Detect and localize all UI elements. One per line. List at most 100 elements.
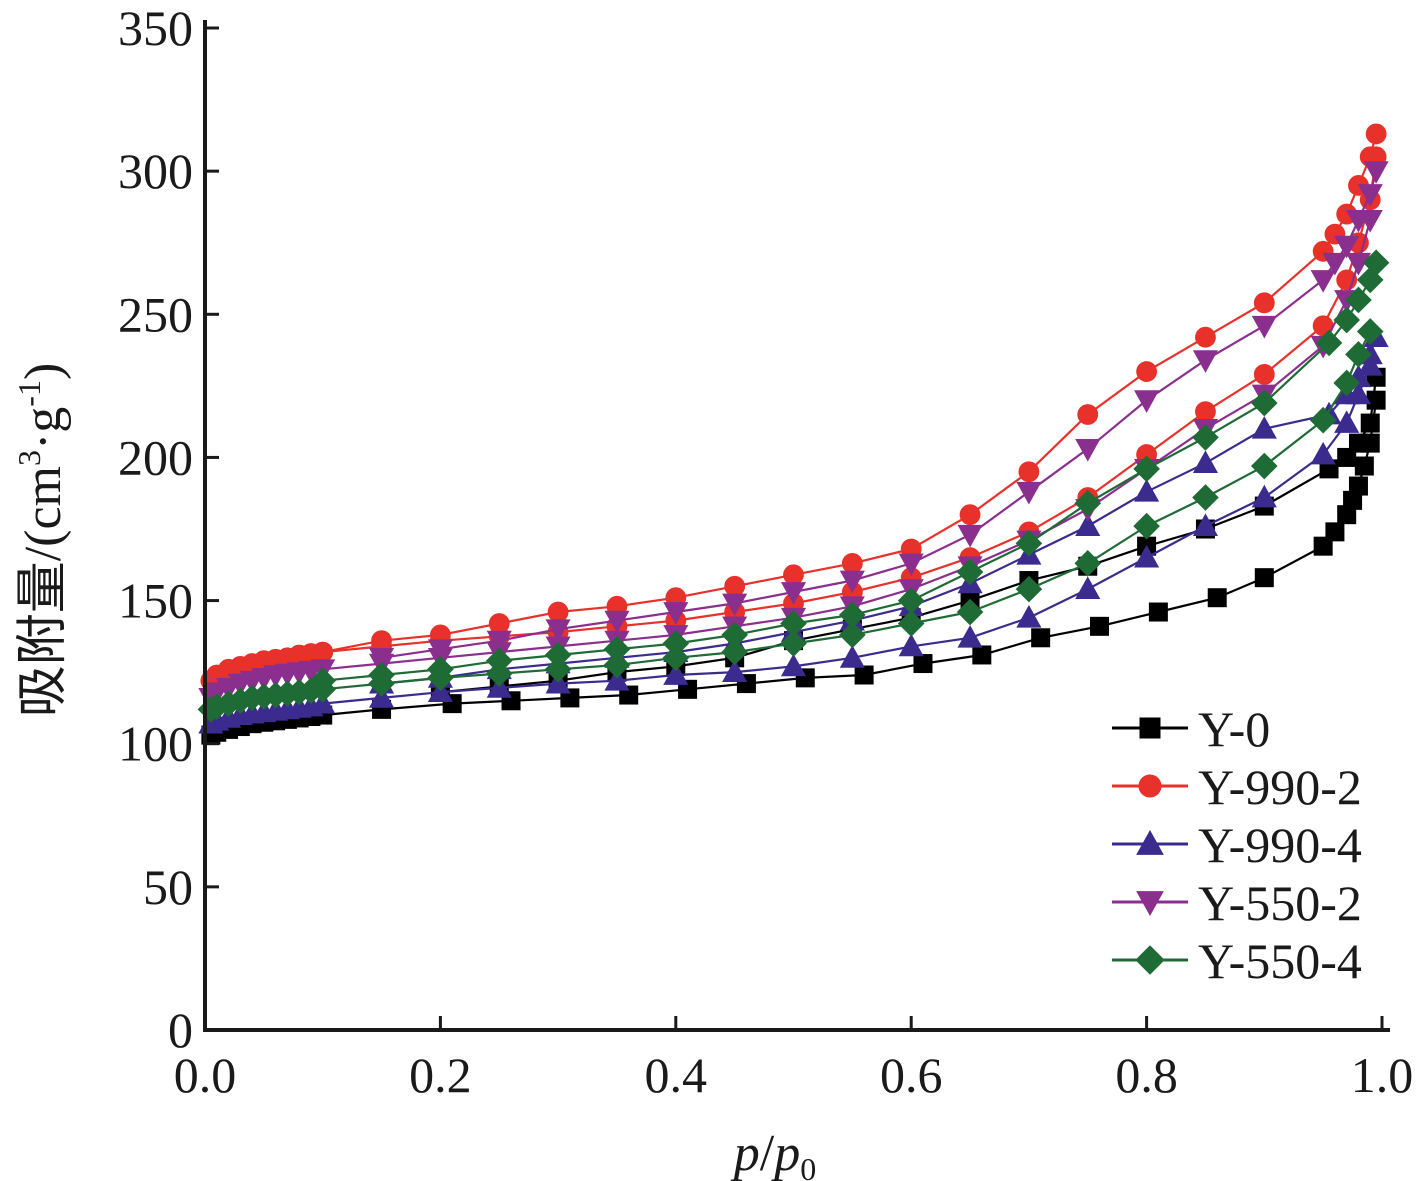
- data-point: [1345, 209, 1372, 233]
- data-point: [1133, 512, 1160, 540]
- y-axis-title-sup2: -1: [11, 380, 47, 407]
- x-axis-title-main: p: [730, 1125, 760, 1181]
- y-axis-title-b: ·g: [15, 407, 72, 450]
- data-point: [1354, 456, 1374, 476]
- data-point: [1148, 602, 1168, 622]
- data-point: [1322, 252, 1348, 276]
- data-point: [780, 582, 807, 605]
- data-point: [724, 575, 746, 597]
- data-point: [1251, 484, 1277, 508]
- data-point: [956, 598, 984, 626]
- data-point: [1325, 522, 1345, 542]
- data-point: [1315, 329, 1343, 357]
- data-point: [1207, 588, 1227, 608]
- legend-marker: [1136, 891, 1164, 917]
- y-tick-label: 250: [118, 286, 193, 342]
- data-point: [1333, 306, 1360, 334]
- data-point: [841, 552, 863, 574]
- data-point: [1337, 447, 1357, 467]
- data-point: [1356, 318, 1384, 345]
- data-point: [1192, 424, 1219, 451]
- data-point: [1345, 286, 1372, 314]
- legend-marker: [1135, 945, 1165, 975]
- data-point: [1134, 544, 1160, 568]
- legend-marker: [1136, 829, 1164, 855]
- data-point: [1357, 184, 1383, 207]
- data-point: [1356, 266, 1384, 294]
- data-point: [427, 639, 453, 662]
- data-point: [604, 610, 630, 634]
- data-point: [780, 630, 807, 657]
- legend-item: Y-990-2: [1112, 759, 1362, 815]
- data-point: [663, 662, 689, 685]
- x-axis-title: p/p0: [730, 1125, 816, 1181]
- data-point: [1348, 433, 1368, 453]
- data-point: [1254, 568, 1274, 588]
- data-point: [1192, 450, 1218, 474]
- data-point: [486, 630, 512, 654]
- data-point: [897, 610, 925, 637]
- data-point: [972, 645, 992, 665]
- y-tick-label: 150: [118, 573, 193, 629]
- data-point: [780, 653, 807, 677]
- data-point: [721, 638, 748, 666]
- data-point: [312, 641, 334, 663]
- data-point: [957, 625, 983, 648]
- legend-marker: [1138, 774, 1162, 798]
- data-point: [1075, 513, 1101, 536]
- legend-marker: [1139, 717, 1161, 739]
- legend-label: Y-990-4: [1198, 817, 1362, 873]
- data-point: [1192, 350, 1218, 373]
- data-point: [1251, 416, 1277, 439]
- x-tick-label: 0.4: [645, 1047, 708, 1103]
- data-point: [309, 667, 337, 695]
- data-point: [1345, 341, 1372, 368]
- data-point: [1313, 536, 1333, 556]
- data-point: [1195, 326, 1216, 348]
- data-point: [1090, 616, 1110, 636]
- data-point: [721, 621, 748, 649]
- data-point: [959, 504, 981, 526]
- data-point: [1134, 390, 1160, 413]
- data-point: [898, 553, 924, 577]
- x-axis-title-sub-base: p: [770, 1125, 800, 1181]
- data-point: [839, 570, 865, 594]
- data-point: [603, 635, 631, 663]
- legend: Y-0Y-990-2Y-990-4Y-550-2Y-550-4: [1112, 701, 1362, 989]
- y-axis-title-c: ): [15, 363, 72, 380]
- data-point: [427, 655, 454, 683]
- data-point: [545, 619, 571, 642]
- data-point: [544, 655, 572, 683]
- data-point: [956, 558, 984, 586]
- data-point: [369, 647, 395, 671]
- data-point: [1334, 235, 1360, 259]
- plot-area: [197, 123, 1390, 745]
- data-point: [1192, 484, 1219, 511]
- data-point: [897, 587, 925, 614]
- legend-label: Y-0: [1198, 701, 1270, 757]
- y-tick-label: 300: [118, 143, 193, 199]
- data-point: [722, 659, 748, 683]
- y-tick-label: 0: [168, 1002, 193, 1058]
- y-tick-label: 50: [143, 859, 193, 915]
- data-point: [1360, 413, 1380, 433]
- data-point: [1250, 452, 1278, 480]
- data-point: [1136, 361, 1157, 382]
- legend-item: Y-550-2: [1112, 875, 1362, 931]
- y-tick-label: 200: [118, 429, 193, 485]
- data-point: [1253, 364, 1275, 385]
- data-point: [1074, 550, 1102, 577]
- data-point: [1077, 404, 1099, 425]
- data-point: [1251, 315, 1277, 339]
- data-point: [485, 647, 513, 674]
- data-point: [1015, 530, 1043, 557]
- data-point: [1133, 455, 1160, 483]
- data-point: [544, 641, 572, 669]
- y-axis-title-a: 吸附量/(cm: [15, 466, 72, 717]
- data-point: [1075, 576, 1101, 599]
- x-tick-label: 0.2: [409, 1047, 472, 1103]
- data-point: [1334, 410, 1360, 433]
- data-point: [839, 645, 865, 668]
- y-tick-group: 0 50 100 150 200 250 300 350: [118, 0, 219, 1058]
- series-line-desorption: [322, 262, 1378, 682]
